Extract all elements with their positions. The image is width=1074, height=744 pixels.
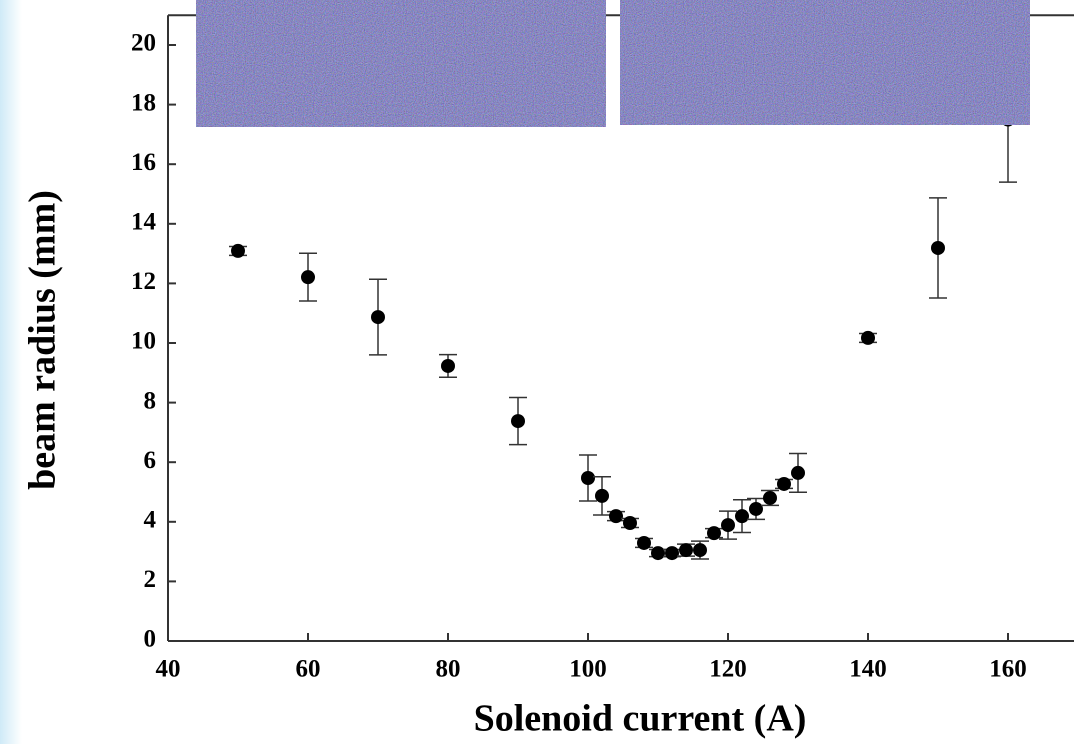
y-tick-label: 14 — [131, 209, 157, 236]
point — [791, 465, 805, 480]
x-tick-label: 120 — [709, 656, 747, 683]
point — [763, 490, 777, 505]
point — [637, 535, 651, 550]
point — [861, 330, 875, 345]
y-tick-label: 2 — [144, 566, 157, 593]
point — [735, 509, 749, 524]
x-tick-label: 80 — [436, 656, 461, 683]
y-tick-label: 20 — [131, 30, 156, 57]
y-tick-label: 16 — [131, 149, 156, 176]
point — [679, 543, 693, 558]
y-tick-label: 0 — [144, 626, 157, 653]
y-tick-label: 4 — [144, 507, 157, 534]
x-tick-label: 160 — [989, 656, 1027, 683]
point — [511, 414, 525, 429]
point — [665, 546, 679, 561]
y-tick-label: 6 — [144, 447, 157, 474]
y-axis-title: beam radius (mm) — [22, 190, 64, 490]
point — [301, 270, 315, 285]
inset-image — [196, 0, 606, 127]
point — [749, 501, 763, 516]
x-tick-label: 100 — [569, 656, 607, 683]
inset-image — [620, 0, 1030, 125]
point — [693, 543, 707, 558]
point — [651, 546, 665, 561]
edge-shade — [0, 0, 22, 744]
point — [623, 515, 637, 530]
point — [777, 476, 791, 491]
point — [441, 358, 455, 373]
y-tick-label: 10 — [131, 328, 156, 355]
x-tick-label: 140 — [849, 656, 887, 683]
point — [721, 518, 735, 533]
x-tick-label: 40 — [156, 656, 181, 683]
point — [371, 310, 385, 325]
point — [581, 470, 595, 485]
point — [609, 509, 623, 524]
x-tick-label: 60 — [296, 656, 321, 683]
point — [707, 526, 721, 541]
point — [595, 488, 609, 503]
y-tick-label: 18 — [131, 89, 156, 116]
point — [931, 240, 945, 255]
x-axis-title: Solenoid current (A) — [474, 698, 807, 740]
y-tick-label: 8 — [144, 387, 157, 414]
point — [231, 243, 245, 258]
y-tick-label: 12 — [131, 268, 156, 295]
